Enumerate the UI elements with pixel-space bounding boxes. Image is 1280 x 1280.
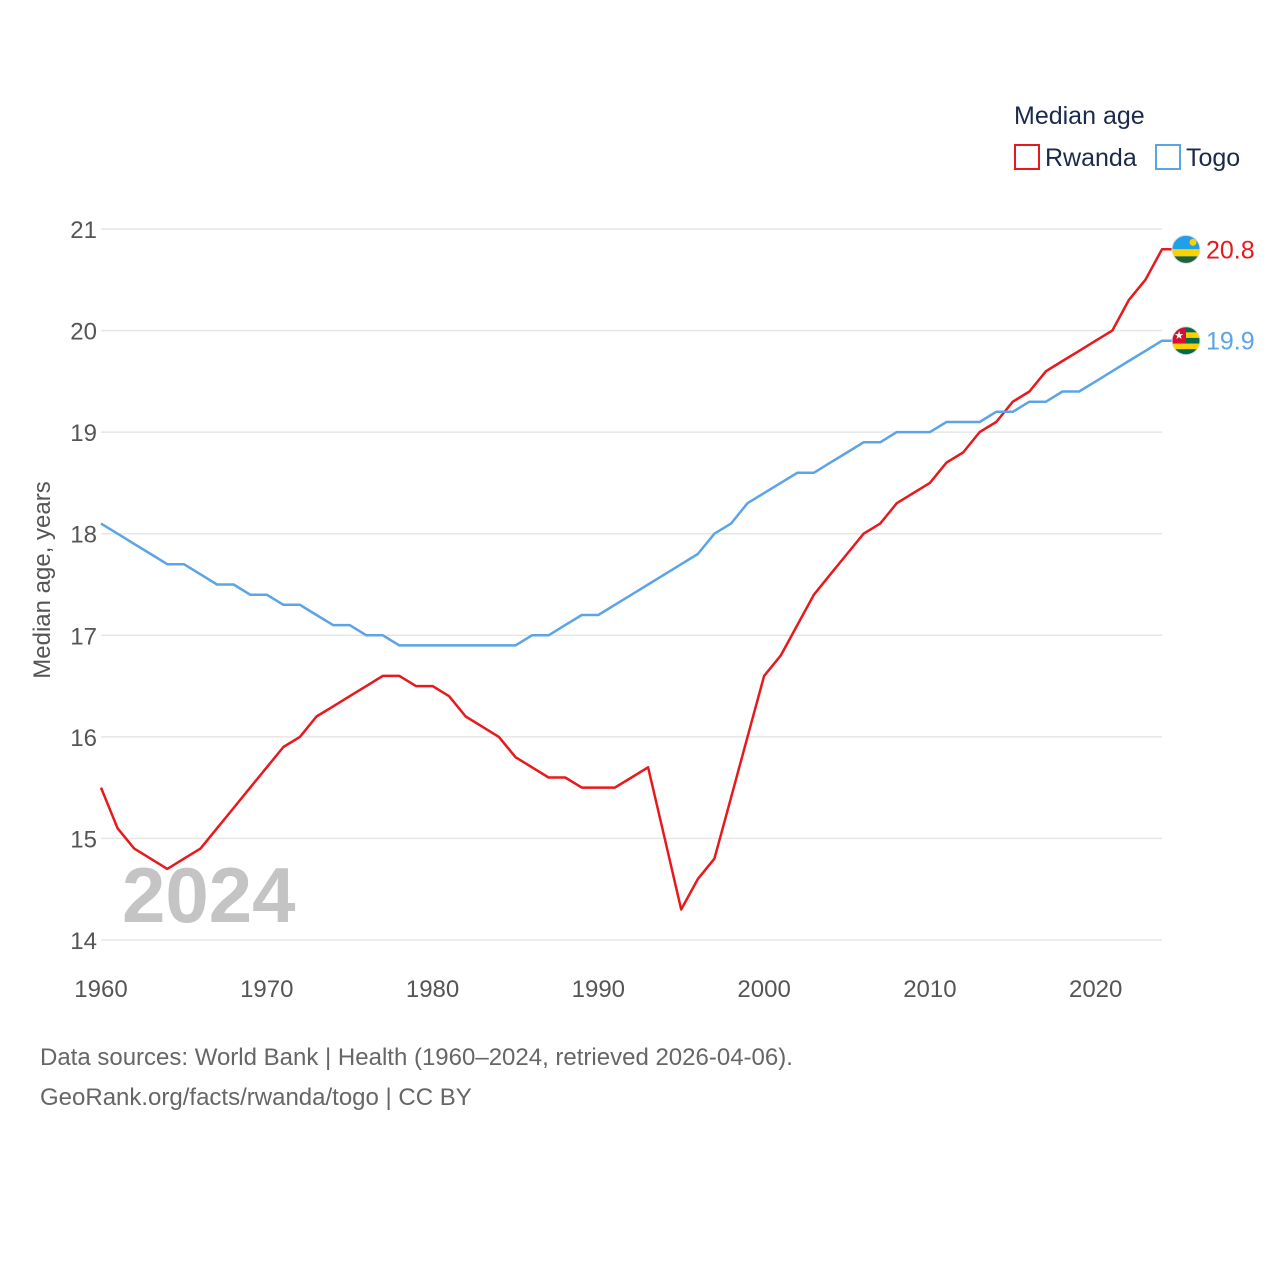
gridlines [101,228,1162,941]
y-tick-label-17: 17 [70,623,97,650]
y-axis-ticks: 14 15 16 17 18 19 20 21 [70,217,97,955]
data-sources-note: Data sources: World Bank | Health (1960–… [40,1044,793,1071]
x-tick-label-2000: 2000 [737,976,790,1003]
attribution-link[interactable]: GeoRank.org/facts/rwanda/togo | CC BY [40,1084,472,1111]
series-line-rwanda [99,248,1172,911]
x-tick-label-2010: 2010 [903,976,956,1003]
y-tick-label-18: 18 [70,522,97,549]
y-tick-label-16: 16 [70,725,97,752]
x-tick-label-2020: 2020 [1069,976,1122,1003]
legend-item-rwanda[interactable]: Rwanda [1014,144,1137,172]
end-label-togo: 19.9 [1206,328,1255,356]
legend-label-rwanda: Rwanda [1045,144,1137,172]
svg-text:★: ★ [1174,329,1184,342]
y-tick-label-21: 21 [70,217,97,244]
togo-flag-icon: ★ [1171,326,1201,356]
x-tick-label-1980: 1980 [406,976,459,1003]
year-watermark: 2024 [122,851,296,939]
y-tick-label-19: 19 [70,420,97,447]
y-tick-label-14: 14 [70,928,97,955]
y-axis-title: Median age, years [29,481,56,678]
legend-swatch-togo [1155,144,1181,170]
legend-item-togo[interactable]: Togo [1155,144,1240,172]
x-tick-label-1960: 1960 [74,976,127,1003]
x-axis-ticks: 1960 1970 1980 1990 2000 2010 2020 [74,976,1122,1003]
y-tick-label-20: 20 [70,319,97,346]
end-label-rwanda: 20.8 [1206,236,1255,264]
legend: Median age Rwanda Togo [1014,102,1240,172]
x-tick-label-1990: 1990 [572,976,625,1003]
rwanda-flag-icon [1171,234,1201,264]
legend-swatch-rwanda [1014,144,1040,170]
legend-label-togo: Togo [1186,144,1240,172]
series-line-togo [100,339,1172,647]
y-tick-label-15: 15 [70,826,97,853]
series-lines [99,248,1172,911]
x-tick-label-1970: 1970 [240,976,293,1003]
legend-title: Median age [1014,102,1145,130]
end-labels: 20.8 ★ 19.9 [1171,234,1255,356]
